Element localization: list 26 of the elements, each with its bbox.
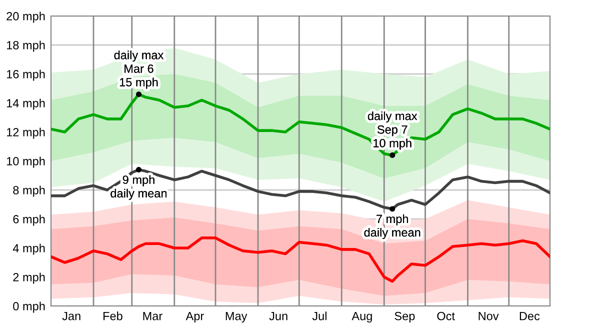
y-tick-label: 14 mph	[6, 98, 45, 110]
y-tick-label: 8 mph	[13, 186, 45, 197]
x-tick-label: Feb	[103, 312, 122, 320]
y-tick-label: 12 mph	[6, 128, 45, 139]
y-tick-label: 0 mph	[13, 302, 45, 313]
x-tick-label: Mar	[143, 312, 162, 320]
x-tick-label: Sep	[394, 312, 415, 323]
y-tick-label: 16 mph	[6, 70, 45, 81]
x-tick-label: Jul	[312, 312, 326, 320]
y-tick-label: 10 mph	[6, 156, 45, 168]
x-tick-label: Jun	[269, 312, 288, 320]
x-tick-label: Jan	[62, 312, 80, 320]
line-series	[51, 92, 550, 158]
y-tick-label: 4 mph	[12, 244, 45, 255]
x-tick-label: Aug	[352, 312, 372, 323]
y-tick-label: 20 mph	[6, 12, 45, 23]
annotation: daily max Mar 6 15 mph	[114, 50, 164, 89]
x-tick-label: Nov	[478, 312, 499, 320]
x-tick-label: Apr	[186, 312, 204, 323]
x-tick-label: Dec	[520, 312, 540, 320]
y-tick-label: 18 mph	[6, 40, 45, 52]
annotation: 7 mph daily mean	[364, 214, 420, 239]
y-tick-label: 2 mph	[13, 272, 45, 284]
y-tick-label: 6 mph	[13, 214, 45, 226]
x-tick-label: Oct	[437, 312, 455, 320]
x-tick-label: May	[226, 312, 248, 323]
